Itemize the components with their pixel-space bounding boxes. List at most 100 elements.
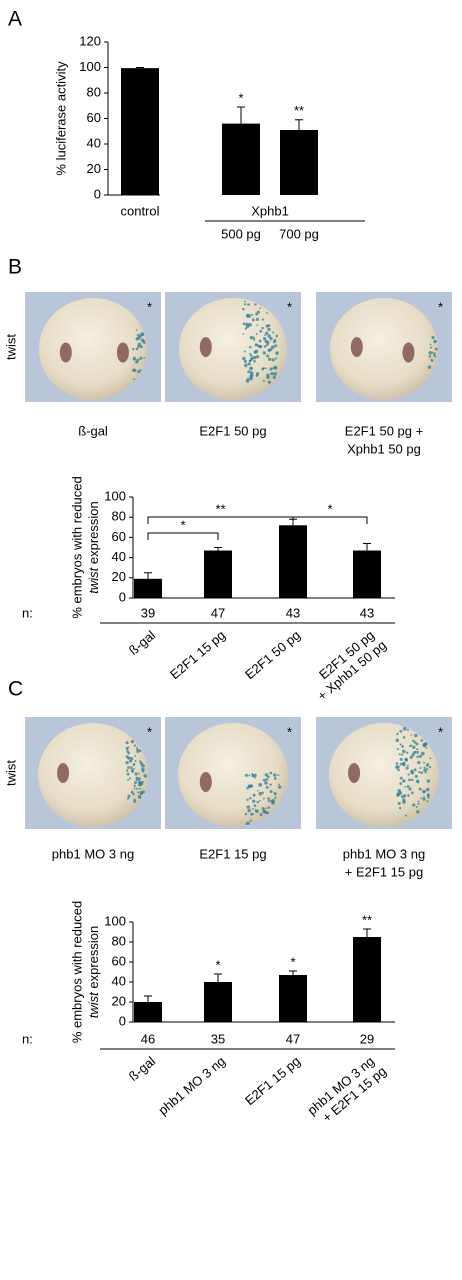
stain-dot [259,799,261,802]
stain-dot [249,357,254,362]
stain-dot [263,345,267,348]
stain-dot [129,766,133,770]
stain-dot [261,791,264,795]
stain-dot [251,314,254,316]
stain-dot [431,335,435,340]
stain-dot [137,777,141,781]
stain-dot [416,810,420,814]
stain-dot [139,760,142,763]
y-tick-label: 60 [112,529,126,544]
n-value: 46 [141,1031,155,1046]
stain-dot [272,331,275,334]
corner-mark: * [287,724,292,739]
stain-dot [133,798,136,801]
stain-dot [428,355,432,358]
stain-dot [396,765,400,769]
y-tick-label: 80 [112,933,126,948]
stain-dot [131,790,134,793]
n-label: n: [22,605,33,620]
y-tick-label: 0 [119,1013,126,1028]
significance-mark: * [327,501,332,516]
group-label: Xphb1 [251,203,289,218]
error-bar [363,928,371,937]
embryo [38,723,148,827]
error-bar [214,973,222,982]
stain-dot [420,797,422,800]
stain-dot [134,361,137,364]
stain-dot [433,352,436,355]
stain-dot [133,799,137,803]
stain-dot [252,793,256,797]
stain-dot [130,739,135,744]
stain-dot [262,778,266,782]
y-axis-label-rest: expression [86,501,101,567]
stain-dot [143,357,145,359]
n-label: n: [22,1031,33,1046]
stain-dot [411,753,415,757]
stain-dot [261,326,264,330]
pigment-spot [59,342,72,363]
stain-dot [254,303,257,306]
stain-dot [272,376,276,380]
stain-dot [269,771,273,775]
stain-dot [265,807,268,810]
stain-dot [138,787,141,790]
stain-dot [434,347,438,351]
significance-bracket [147,516,294,524]
stain-dot [265,324,270,328]
error-bar [144,572,152,579]
stain-dot [258,792,263,796]
stain-dot [255,312,259,316]
stain-dot [433,339,437,344]
stain-dot [136,791,140,794]
stain-dot [136,750,139,754]
stain-dot [243,350,246,353]
stain-dot [242,356,246,361]
stain-dot [271,358,275,362]
stain-dot [251,773,254,776]
stain-dot [126,766,130,769]
stain-dot [421,751,425,756]
stain-dot [408,787,412,791]
stain-dot [256,324,259,326]
stain-dot [255,317,260,321]
stain-dot [395,762,399,765]
stain-dot [269,347,273,352]
stain-dot [141,767,145,772]
stain-dot [398,806,402,810]
bar [222,123,260,195]
stain-dot [126,748,128,750]
stain-dot [139,369,142,372]
stain-dot [427,796,430,799]
stain-dot [423,766,426,769]
stain-dot [259,329,263,333]
embryo-image: * [316,292,452,402]
n-value: 29 [360,1031,374,1046]
stain-dot [410,744,413,747]
corner-mark: * [438,299,443,314]
stain-dot [127,746,130,749]
stain-dot [132,764,136,767]
y-axis-label-rest: expression [86,926,101,992]
image-caption: E2F1 15 pg [199,846,266,861]
y-tick-label: 60 [87,110,101,125]
significance-mark: ** [215,501,225,516]
stain-dot [138,749,142,753]
y-tick-label: 0 [94,186,101,201]
row-label: twist [3,760,18,786]
bar [279,525,307,598]
stain-dot [253,338,256,341]
stain-dot [429,343,432,346]
x-tick-label: E2F1 15 pg [167,627,228,682]
stain-dot [248,774,251,777]
stain-dot [410,778,414,782]
image-caption: E2F1 50 pg + [345,423,423,438]
stain-dot [132,347,135,351]
stain-dot [267,800,271,803]
stain-dot [244,327,248,330]
stain-dot [127,778,130,781]
stain-dot [250,366,253,369]
x-tick-label: ß-gal [126,627,158,658]
embryo [330,298,438,400]
stain-dot [262,379,265,382]
